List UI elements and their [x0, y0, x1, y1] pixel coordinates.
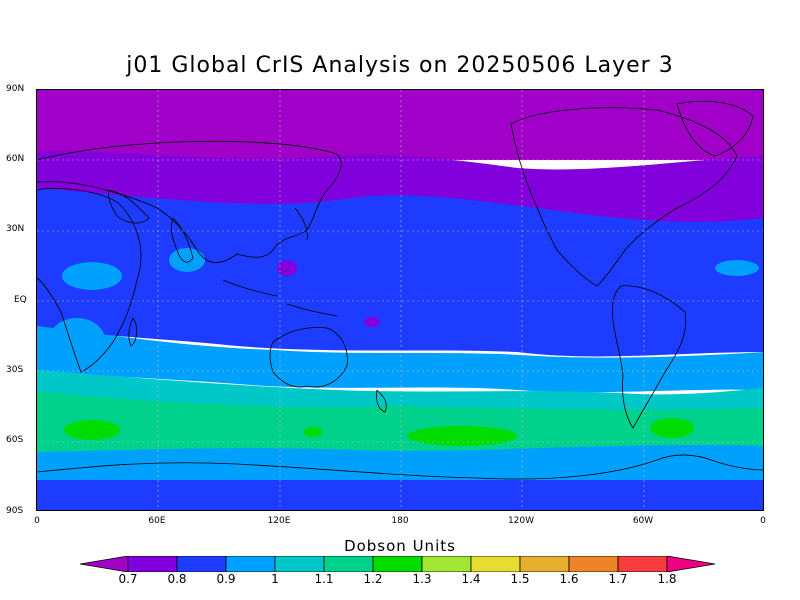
lon-label-60e: 60E: [148, 516, 166, 526]
colorbar-tick-label: 1.4: [461, 572, 481, 586]
lat-label-30s: 30S: [6, 365, 24, 375]
colorbar-tick-label: 1.2: [363, 572, 383, 586]
cyan-patch-africa: [49, 318, 105, 362]
lon-label-180: 180: [391, 516, 409, 526]
colorbar-segment: [617, 556, 668, 572]
cyan-patch-north-atlantic: [715, 260, 759, 276]
coast-new-zealand: [376, 389, 387, 413]
purple-patch-pacific: [364, 317, 380, 327]
colorbar-segment: [568, 556, 619, 572]
lon-label-120w: 120W: [507, 516, 535, 526]
band-south-midlat: [37, 370, 763, 413]
colorbar-tick-label: 1.6: [559, 572, 579, 586]
lat-label-90s: 90S: [6, 506, 24, 516]
lat-label-eq: EQ: [14, 295, 27, 305]
coast-antarctica: [37, 454, 763, 480]
graticule: [37, 90, 763, 510]
colorbar-high-triangle: [666, 556, 716, 572]
colorbar-tick-label: 0.9: [216, 572, 236, 586]
map-plot-area: [36, 89, 764, 511]
colorbar-tick-label: 0.7: [118, 572, 138, 586]
lat-label-30n: 30N: [6, 224, 25, 234]
map-title: j01 Global CrIS Analysis on 20250506 Lay…: [126, 53, 674, 78]
coast-eurasia: [37, 140, 342, 263]
colorbar-tick-label: 1.7: [608, 572, 628, 586]
coast-madagascar: [128, 317, 137, 347]
band-antarctic-edge: [37, 445, 763, 482]
high-blob-south-america: [650, 418, 694, 438]
colorbar-segment: [225, 556, 276, 572]
colorbar-segment: [274, 556, 325, 572]
colorbar-segment: [421, 556, 472, 572]
lon-label-0-right: 0: [760, 516, 766, 526]
coast-japan: [294, 207, 308, 241]
colorbar-tick-label: 1.3: [412, 572, 432, 586]
high-blob-south-pacific: [407, 426, 517, 446]
coast-north-america: [510, 107, 738, 287]
coast-south-america: [611, 285, 687, 429]
colorbar-tick-label: 1: [271, 572, 279, 586]
coast-arabia: [108, 189, 150, 224]
colorbar-segment: [519, 556, 570, 572]
coast-india: [170, 217, 194, 263]
colorbar-tick-label: 0.8: [167, 572, 187, 586]
colorbar-tick-label: 1.8: [657, 572, 677, 586]
band-southern-ocean: [37, 392, 763, 456]
ozone-field-map: [37, 90, 763, 510]
lat-label-90n: 90N: [6, 84, 25, 94]
cyan-patch-india: [169, 248, 205, 272]
band-north-polar: [37, 90, 763, 160]
colorbar-segments: [80, 556, 716, 572]
band-north-midlat: [37, 151, 763, 224]
lon-label-0-left: 0: [34, 516, 40, 526]
coast-greenland: [676, 100, 754, 157]
colorbar-low-triangle: [80, 556, 129, 572]
cyan-patch-arabia: [62, 262, 122, 290]
colorbar-title: Dobson Units: [344, 537, 456, 555]
high-blob-south-atlantic: [64, 420, 120, 440]
colorbar-tick-label: 1.5: [510, 572, 530, 586]
colorbar-segment: [470, 556, 521, 572]
purple-patch-asia: [277, 260, 297, 276]
coastlines: [37, 100, 763, 480]
band-tropics: [37, 188, 763, 357]
colorbar: [80, 556, 716, 572]
high-blob-near-nz: [303, 427, 323, 437]
lat-label-60s: 60S: [6, 435, 24, 445]
colorbar-tick-label: 1.1: [314, 572, 334, 586]
colorbar-segment: [127, 556, 178, 572]
band-south-subtropics: [37, 326, 763, 393]
band-south-polar: [37, 480, 763, 510]
colorbar-segment: [176, 556, 227, 572]
colorbar-segment: [372, 556, 423, 572]
lon-label-120e: 120E: [267, 516, 291, 526]
lat-label-60n: 60N: [6, 154, 25, 164]
coast-africa: [37, 188, 142, 373]
coast-australia: [269, 327, 348, 388]
lon-label-60w: 60W: [632, 516, 654, 526]
coast-indonesia: [222, 279, 338, 317]
colorbar-segment: [323, 556, 374, 572]
